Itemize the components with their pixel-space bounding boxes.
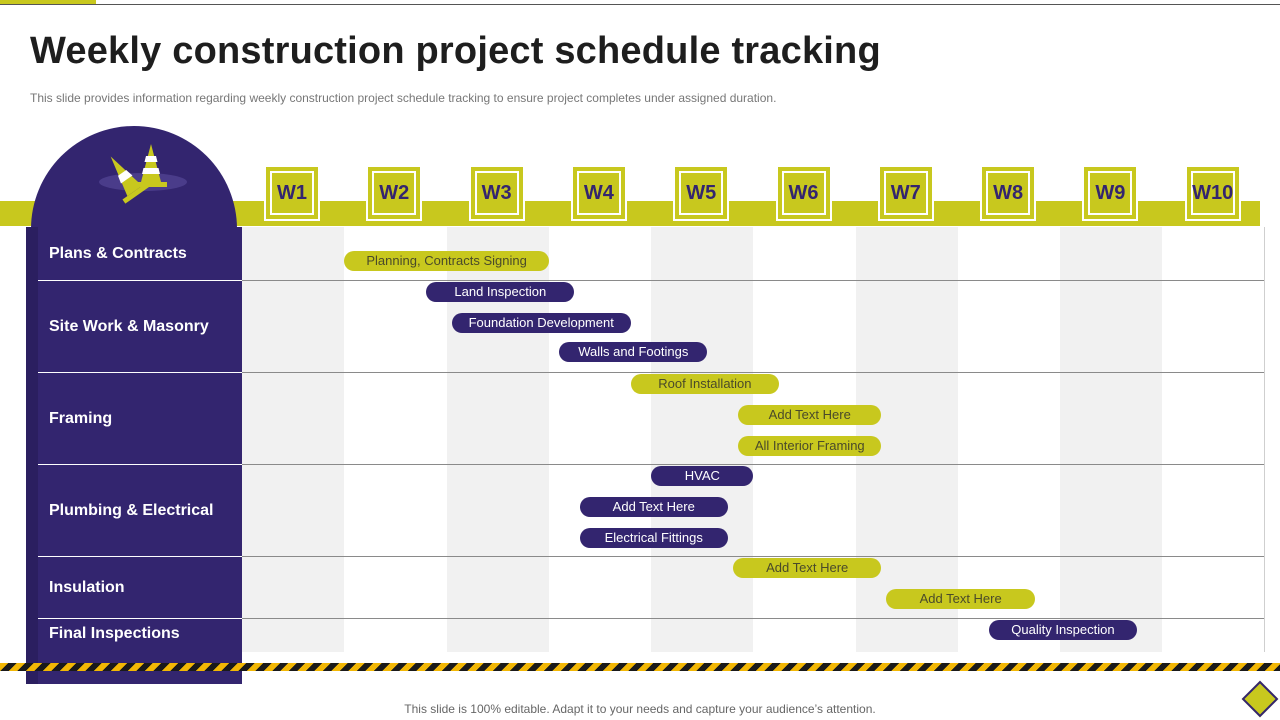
category-label: Insulation [49,579,125,596]
category-label: Site Work & Masonry [49,318,209,335]
category-divider [38,372,242,373]
task-bar: Planning, Contracts Signing [344,251,549,271]
task-bar: Electrical Fittings [579,528,728,548]
category-label: Framing [49,410,113,427]
task-bar: Add Text Here [738,405,882,425]
row-divider [242,464,1265,465]
week-label: W8 [986,171,1031,215]
week-label: W4 [576,171,621,215]
week-header-w9: W9 [1082,165,1139,221]
traffic-cones-icon [99,144,187,204]
week-header-w6: W6 [775,165,832,221]
week-header-w1: W1 [264,165,320,221]
task-bar: Add Text Here [886,589,1035,609]
week-label: W10 [1190,171,1235,215]
week-label: W5 [679,171,724,215]
page-subtitle: This slide provides information regardin… [30,91,777,105]
task-bar: Add Text Here [579,497,728,517]
sidebar-edge [26,227,38,684]
grid-right-border [1264,227,1265,652]
task-bar: Land Inspection [426,282,575,302]
task-bar: Quality Inspection [988,620,1138,640]
category-divider [38,280,242,281]
week-header-w8: W8 [980,165,1037,221]
cone-badge [31,126,237,229]
week-header-w3: W3 [468,165,525,221]
task-bar: Roof Installation [630,374,780,394]
week-header-w10: W10 [1184,165,1241,221]
row-divider [242,618,1265,619]
category-sidebar: Plans & Contracts Site Work & Masonry Fram… [26,227,242,684]
week-label: W1 [270,171,314,215]
category-divider [38,618,242,619]
page-title: Weekly construction project schedule tra… [30,30,881,72]
week-column-stripe [242,227,344,652]
week-header-w2: W2 [366,165,423,221]
week-header-w7: W7 [877,165,934,221]
footer-note: This slide is 100% editable. Adapt it to… [404,702,876,716]
task-bar: Foundation Development [451,313,631,333]
category-label: Final Inspections [49,625,180,642]
row-divider [242,372,1265,373]
week-label: W7 [883,171,928,215]
schedule-grid [242,227,1265,652]
category-label: Plans & Contracts [49,245,187,262]
week-label: W9 [1088,171,1133,215]
week-header-w5: W5 [673,165,730,221]
week-label: W6 [781,171,826,215]
task-bar: Add Text Here [733,558,882,578]
row-divider [242,556,1265,557]
task-bar: HVAC [651,466,754,486]
week-header-w4: W4 [570,165,627,221]
top-rule [0,4,1280,5]
week-label: W3 [474,171,519,215]
week-column-stripe [651,227,754,652]
task-bar: Walls and Footings [559,342,708,362]
task-bar: All Interior Framing [738,436,882,456]
top-accent-bar [0,0,96,5]
category-divider [38,464,242,465]
week-column-stripe [1060,227,1163,652]
category-label: Plumbing & Electrical [49,502,214,519]
category-divider [38,556,242,557]
week-label: W2 [372,171,417,215]
row-divider [242,280,1265,281]
hazard-stripe [0,663,1280,671]
